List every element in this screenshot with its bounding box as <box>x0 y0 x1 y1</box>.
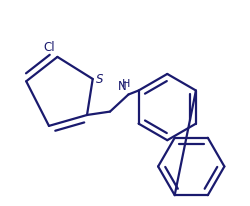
Text: S: S <box>96 73 103 85</box>
Text: H: H <box>122 78 130 88</box>
Text: Cl: Cl <box>43 41 55 54</box>
Text: N: N <box>118 79 127 92</box>
